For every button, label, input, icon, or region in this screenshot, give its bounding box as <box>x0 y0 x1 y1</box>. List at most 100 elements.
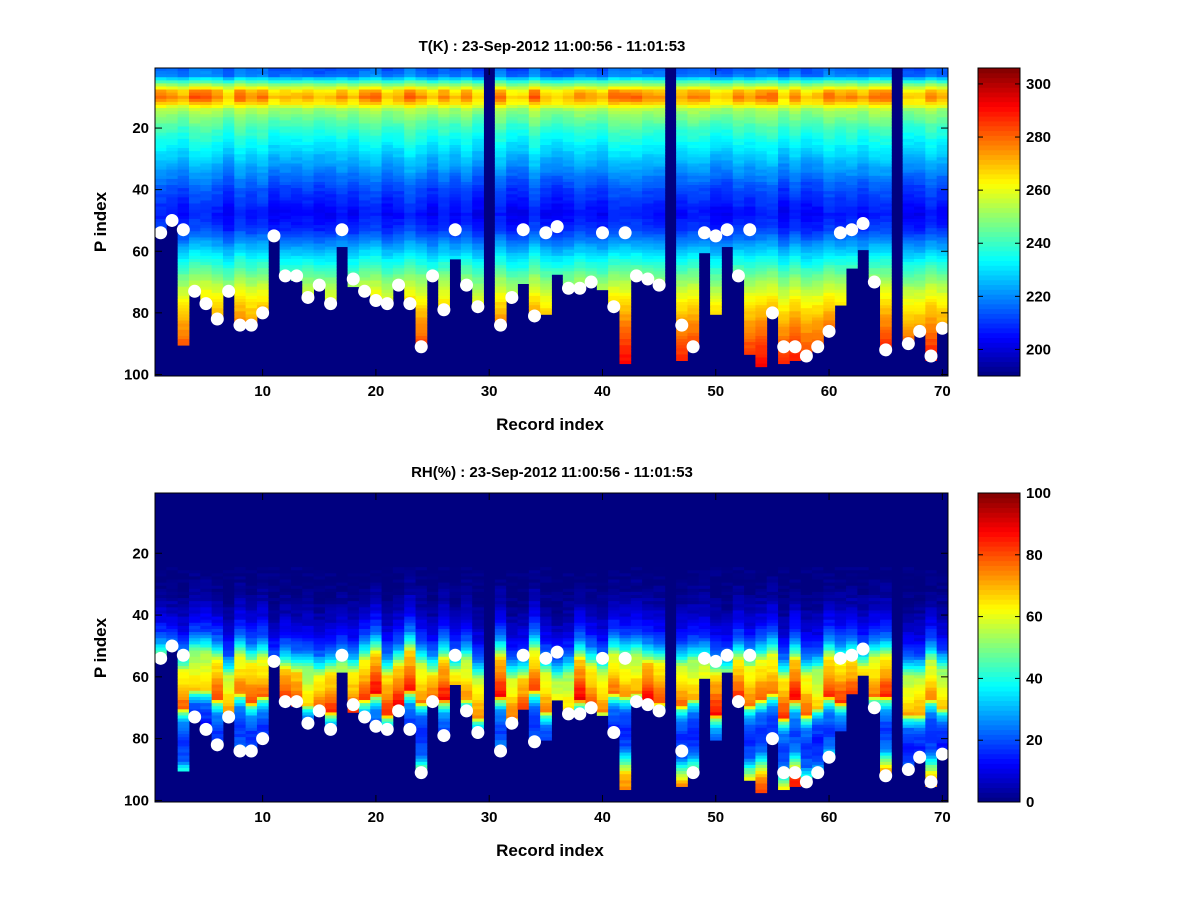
heatmap-cell <box>494 277 507 281</box>
heatmap-cell <box>800 172 813 177</box>
heatmap-cell <box>766 212 779 217</box>
heatmap-cell <box>755 299 768 303</box>
heatmap-cell <box>642 157 654 161</box>
heatmap-cell <box>245 305 258 309</box>
heatmap-cell <box>438 120 450 124</box>
heatmap-cell <box>642 89 654 94</box>
heatmap-cell <box>336 83 348 87</box>
heatmap-cell <box>222 80 235 84</box>
heatmap-cell <box>778 114 790 118</box>
heatmap-cell <box>449 80 462 84</box>
heatmap-cell <box>313 138 326 143</box>
heatmap-cell <box>166 163 179 167</box>
heatmap-cell <box>540 308 552 312</box>
heatmap-cell <box>200 108 213 112</box>
heatmap-cell <box>347 169 360 174</box>
heatmap-cell <box>528 225 541 229</box>
heatmap-cell <box>290 104 303 109</box>
heatmap-cell <box>460 175 473 180</box>
heatmap-cell <box>268 209 281 214</box>
heatmap-cell <box>234 148 247 152</box>
heatmap-cell <box>494 135 507 140</box>
heatmap-cell <box>155 129 167 134</box>
heatmap-cell <box>562 108 575 112</box>
heatmap-cell <box>642 138 654 143</box>
heatmap-cell <box>415 138 428 143</box>
heatmap-cell <box>358 172 371 177</box>
heatmap-cell <box>290 166 303 171</box>
heatmap-cell <box>517 141 530 146</box>
heatmap-cell <box>551 151 564 155</box>
heatmap-cell <box>290 172 303 177</box>
heatmap-cell <box>404 89 416 94</box>
heatmap-cell <box>426 258 439 263</box>
heatmap-cell <box>336 172 348 177</box>
heatmap-cell <box>687 209 700 214</box>
heatmap-cell <box>279 120 292 124</box>
heatmap-cell <box>812 157 824 161</box>
heatmap-cell <box>506 237 518 241</box>
heatmap-cell <box>551 123 564 127</box>
heatmap-cell <box>324 126 337 130</box>
heatmap-cell <box>744 148 756 152</box>
heatmap-cell <box>245 191 258 195</box>
heatmap-cell <box>755 311 768 315</box>
heatmap-cell <box>596 206 609 211</box>
heatmap-cell <box>188 83 201 87</box>
heatmap-cell <box>778 209 790 214</box>
heatmap-cell <box>687 132 700 137</box>
heatmap-cell <box>902 172 915 177</box>
heatmap-cell <box>834 163 847 167</box>
heatmap-cell <box>687 148 700 152</box>
heatmap-cell <box>392 255 405 260</box>
heatmap-cell <box>370 240 382 244</box>
heatmap-cell <box>880 68 892 72</box>
heatmap-cell <box>324 237 337 241</box>
heatmap-cell <box>494 169 507 174</box>
heatmap-cell <box>188 74 201 78</box>
heatmap-cell <box>506 98 518 103</box>
heatmap-cell <box>800 206 813 211</box>
heatmap-cell <box>721 89 734 94</box>
heatmap-cell <box>392 246 405 251</box>
heatmap-cell <box>778 191 790 195</box>
heatmap-cell <box>222 212 235 217</box>
heatmap-cell <box>676 108 688 112</box>
heatmap-cell <box>755 120 768 124</box>
heatmap-cell <box>506 246 518 251</box>
heatmap-cell <box>426 166 439 171</box>
heatmap-cell <box>653 185 666 189</box>
heatmap-cell <box>392 117 405 121</box>
heatmap-cell <box>279 77 292 81</box>
heatmap-cell <box>449 68 462 72</box>
heatmap-cell <box>188 120 201 124</box>
heatmap-cell <box>857 101 870 106</box>
heatmap-cell <box>256 138 269 143</box>
heatmap-cell <box>472 274 484 278</box>
heatmap-cell <box>778 181 790 186</box>
heatmap-cell <box>506 175 518 180</box>
heatmap-cell <box>268 154 281 158</box>
heatmap-cell <box>324 98 337 103</box>
heatmap-cell <box>415 209 428 214</box>
heatmap-cell <box>268 111 281 115</box>
heatmap-cell <box>914 203 926 207</box>
heatmap-cell <box>302 83 314 87</box>
heatmap-cell <box>800 246 813 251</box>
heatmap-cell <box>834 289 847 294</box>
heatmap-cell <box>630 80 643 84</box>
heatmap-cell <box>868 77 881 81</box>
heatmap-cell <box>177 268 190 272</box>
heatmap-cell <box>279 71 292 75</box>
heatmap-cell <box>449 129 462 134</box>
heatmap-cell <box>426 181 439 186</box>
heatmap-cell <box>732 188 745 192</box>
heatmap-cell <box>540 89 552 94</box>
heatmap-cell <box>642 181 654 186</box>
heatmap-cell <box>846 129 858 134</box>
heatmap-cell <box>540 163 552 167</box>
heatmap-cell <box>211 237 224 241</box>
heatmap-cell <box>404 262 416 266</box>
heatmap-cell <box>415 104 428 109</box>
heatmap-cell <box>438 271 450 275</box>
